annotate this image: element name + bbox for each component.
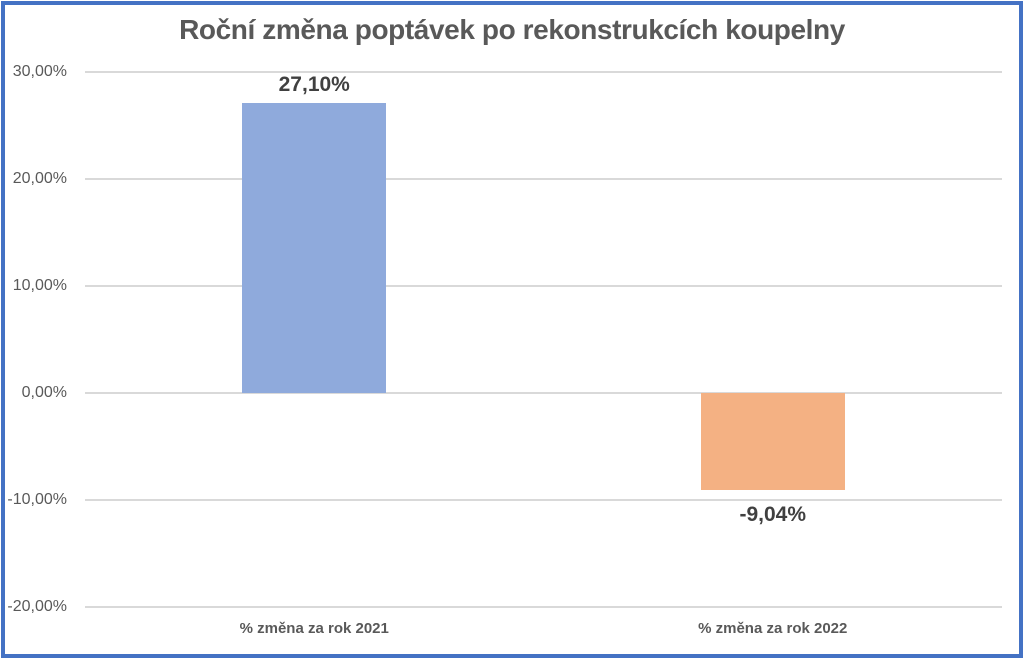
y-axis-tick-label: 10,00%: [12, 277, 67, 294]
y-axis-tick-label: -10,00%: [7, 491, 67, 508]
x-axis-category-label-2: % změna za rok 2022: [698, 620, 848, 637]
gridline: [85, 606, 1002, 608]
plot-area: 27,10% -9,04%: [85, 71, 1002, 608]
data-label-2: -9,04%: [739, 502, 807, 526]
gridline: [85, 178, 1002, 180]
y-axis-tick-labels: 30,00% 20,00% 10,00% 0,00% -10,00% -20,00%: [0, 63, 75, 615]
bar-2: [700, 393, 845, 490]
data-label-1: 27,10%: [278, 72, 350, 96]
gridline: [85, 392, 1002, 394]
bar-1: [242, 103, 387, 393]
x-axis-category-labels: % změna za rok 2021 % změna za rok 2022: [85, 620, 1002, 644]
y-axis-tick-label: 30,00%: [12, 63, 67, 80]
y-axis-tick-label: 20,00%: [12, 170, 67, 187]
gridline: [85, 499, 1002, 501]
gridline: [85, 285, 1002, 287]
y-axis-tick-label: -20,00%: [7, 598, 67, 615]
y-axis-tick-label: 0,00%: [21, 384, 67, 401]
x-axis-category-label-1: % změna za rok 2021: [239, 620, 389, 637]
gridline: [85, 71, 1002, 73]
chart-title: Roční změna poptávek po rekonstrukcích k…: [179, 14, 845, 45]
